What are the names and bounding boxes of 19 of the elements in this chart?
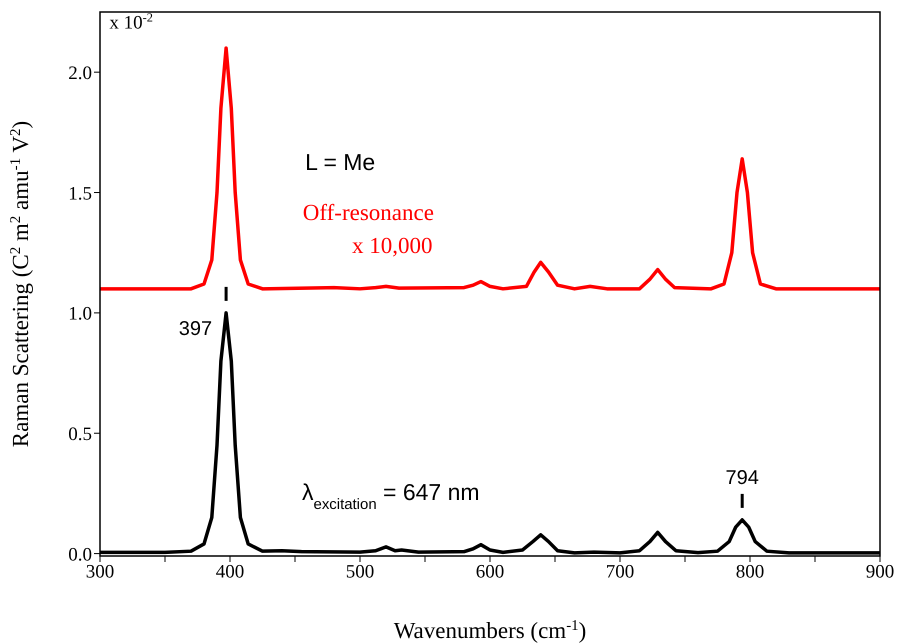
x-tick-label: 500 — [346, 561, 374, 582]
x-tick-label: 700 — [606, 561, 634, 582]
x-tick-label: 800 — [736, 561, 764, 582]
line-series — [100, 46, 880, 291]
annotation: x 10,000 — [352, 232, 432, 258]
y-tick-label: 0.5 — [68, 424, 92, 445]
annotation: L = Me — [305, 148, 376, 175]
x-tick-label: 400 — [216, 561, 244, 582]
annotation: x 10$^{-2}$ — [109, 10, 153, 34]
annotation: Off-resonance — [302, 200, 434, 225]
x-tick-label: 600 — [476, 561, 504, 582]
x-axis-title: Wavenumbers (cm$^{-1}$) — [394, 618, 586, 643]
annotation: λ$_{excitation}$ = 647 nm — [302, 478, 480, 512]
y-tick-label: 1.5 — [68, 183, 92, 204]
annotation: 397 — [178, 318, 212, 340]
y-tick-label: 1.0 — [68, 304, 92, 325]
annotation: 794 — [726, 466, 759, 489]
y-tick-label: 2.0 — [68, 62, 92, 84]
x-tick-label: 900 — [866, 561, 894, 582]
